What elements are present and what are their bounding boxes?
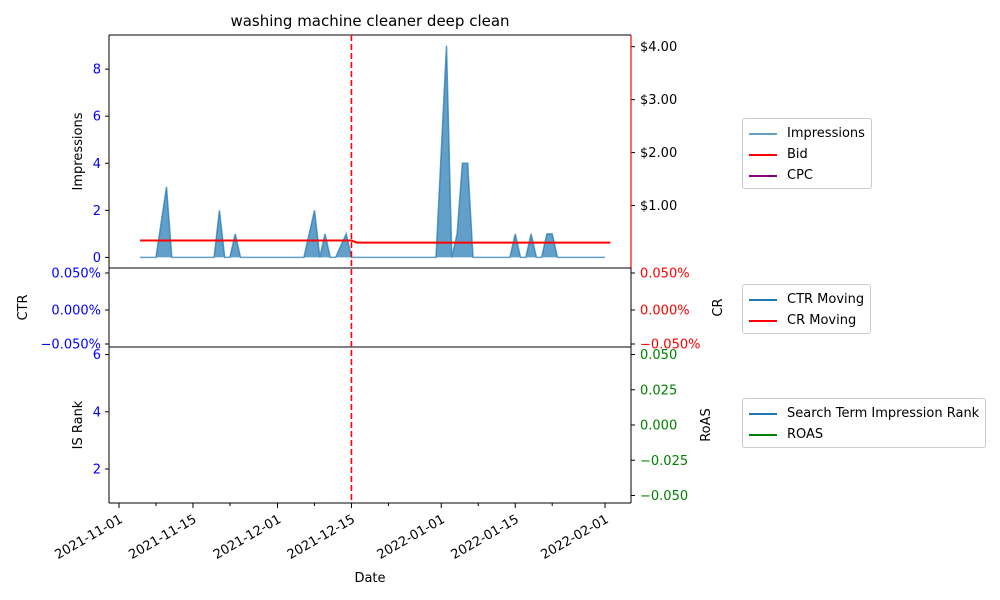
- legend-swatch: [749, 412, 777, 415]
- cr-tick-label: −0.050%: [640, 338, 700, 353]
- impressions-tick-label: 2: [93, 204, 101, 219]
- legend-bottom: Search Term Impression Rank ROAS: [742, 398, 987, 448]
- chart-title: washing machine cleaner deep clean: [230, 12, 509, 30]
- impressions-line: [140, 45, 605, 259]
- legend-item: CPC: [749, 165, 865, 186]
- legend-label: CR Moving: [787, 313, 857, 328]
- legend-swatch: [749, 153, 777, 156]
- legend-swatch: [749, 132, 777, 135]
- legend-swatch: [749, 174, 777, 177]
- is-rank-tick-label: 2: [93, 463, 101, 478]
- legend-label: CPC: [787, 168, 813, 183]
- legend-item: Impressions: [749, 123, 865, 144]
- impressions-tick-label: 0: [93, 251, 101, 266]
- legend-swatch: [749, 298, 777, 301]
- roas-tick-label: 0.050: [640, 348, 677, 363]
- legend-label: Impressions: [787, 126, 865, 141]
- legend-swatch: [749, 433, 777, 436]
- roas-tick-label: 0.025: [640, 383, 677, 398]
- x-axis-label: Date: [354, 571, 385, 586]
- roas-tick-label: 0.000: [640, 419, 677, 434]
- roas-tick-label: −0.050: [640, 489, 688, 504]
- impressions-tick-label: 8: [93, 63, 101, 78]
- legend-item: CR Moving: [749, 310, 864, 331]
- x-tick-label: 2022-01-01: [375, 512, 448, 563]
- legend-item: CTR Moving: [749, 289, 864, 310]
- ctr-tick-label: −0.050%: [41, 338, 101, 353]
- x-tick-label: 2021-12-15: [285, 512, 358, 563]
- impressions-axis-label: Impressions: [71, 112, 86, 190]
- legend-swatch: [749, 319, 777, 322]
- bid-tick-label: $2.00: [640, 146, 677, 161]
- ctr-tick-label: 0.000%: [51, 304, 101, 319]
- legend-label: CTR Moving: [787, 292, 865, 307]
- legend-label: ROAS: [787, 427, 824, 442]
- x-tick-label: 2021-12-01: [211, 512, 284, 563]
- is-rank-tick-label: 6: [93, 348, 101, 363]
- legend-middle: CTR Moving CR Moving: [742, 284, 872, 334]
- impressions-tick-label: 6: [93, 110, 101, 125]
- x-tick-label: 2022-02-01: [538, 512, 611, 563]
- legend-label: Bid: [787, 147, 808, 162]
- bid-tick-label: $4.00: [640, 40, 677, 55]
- legend-top: Impressions Bid CPC: [742, 118, 872, 189]
- x-tick-label: 2022-01-15: [449, 512, 522, 563]
- is-rank-tick-label: 4: [93, 405, 101, 420]
- ctr-axis-label: CTR: [16, 294, 31, 320]
- x-tick-label: 2021-11-01: [52, 512, 125, 563]
- cr-tick-label: 0.000%: [640, 304, 690, 319]
- legend-item: ROAS: [749, 424, 979, 445]
- impressions-area: [140, 45, 606, 258]
- bid-line: [140, 239, 611, 244]
- cr-axis-label: CR: [711, 298, 726, 316]
- x-tick-label: 2021-11-15: [126, 512, 199, 563]
- bid-tick-label: $3.00: [640, 93, 677, 108]
- bid-tick-label: $1.00: [640, 199, 677, 214]
- cr-tick-label: 0.050%: [640, 267, 690, 282]
- legend-label: Search Term Impression Rank: [787, 406, 980, 421]
- roas-axis-label: RoAS: [699, 408, 714, 442]
- roas-tick-label: −0.025: [640, 454, 688, 469]
- legend-item: Search Term Impression Rank: [749, 403, 979, 424]
- is-rank-axis-label: IS Rank: [71, 400, 86, 449]
- impressions-tick-label: 4: [93, 157, 101, 172]
- ctr-tick-label: 0.050%: [51, 267, 101, 282]
- legend-item: Bid: [749, 144, 865, 165]
